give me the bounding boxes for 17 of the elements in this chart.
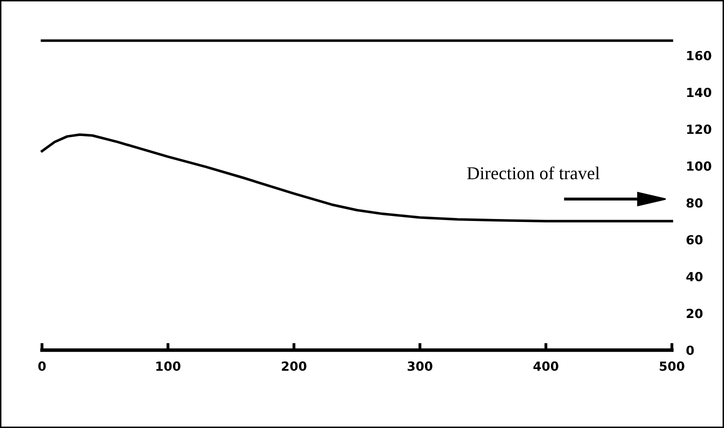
y-tick-label: 160: [687, 50, 712, 60]
line-series: [40, 133, 674, 222]
x-tick-label: 200: [282, 361, 306, 371]
y-tick-label: 120: [687, 124, 712, 134]
y-tick-label: 60: [686, 235, 703, 245]
y-tick-label: 0: [686, 346, 694, 356]
x-tick-label: 300: [408, 361, 432, 371]
annotation: Direction of travel: [467, 166, 600, 180]
x-tick-label: 0: [38, 361, 46, 371]
x-tick-label: 400: [533, 361, 558, 371]
x-tick-label: 500: [660, 361, 684, 371]
x-tick-label: 100: [156, 361, 180, 371]
y-tick-label: 140: [687, 88, 712, 98]
y-tick-label: 20: [686, 308, 703, 318]
y-tick-label: 80: [686, 198, 703, 208]
y-tick-label: 100: [687, 161, 712, 171]
y-tick-label: 40: [686, 272, 703, 282]
